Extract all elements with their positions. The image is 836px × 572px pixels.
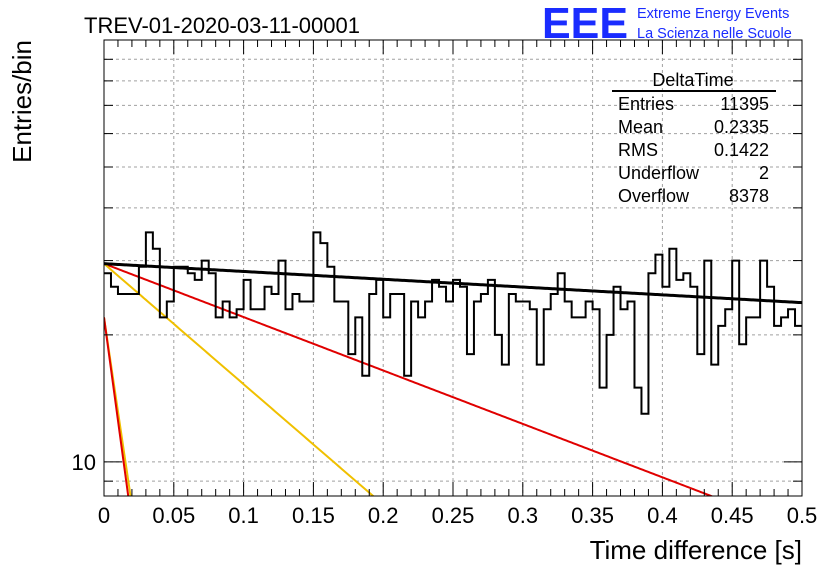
fit-curve-component [104, 317, 130, 496]
y-tick-label: 10 [72, 450, 96, 475]
stats-label-rms: RMS [618, 140, 658, 160]
axis-ticks [103, 40, 803, 496]
x-tick-label: 0 [98, 503, 110, 528]
x-tick-label: 0.5 [787, 503, 818, 528]
x-tick-label: 0.4 [647, 503, 678, 528]
stats-label-entries: Entries [618, 94, 674, 114]
x-tick-label: 0.1 [228, 503, 259, 528]
run-title: TREV-01-2020-03-11-00001 [84, 13, 360, 38]
x-tick-label: 0.25 [432, 503, 475, 528]
stats-label-underflow: Underflow [618, 163, 700, 183]
eee-logo: EEE [542, 0, 628, 48]
stats-value-overflow: 8378 [729, 186, 769, 206]
x-tick-label: 0.15 [292, 503, 335, 528]
logo-caption-line2: La Scienza nelle Scuole [637, 26, 792, 42]
x-tick-label: 0.05 [152, 503, 195, 528]
y-axis-label: Entries/bin [7, 40, 37, 163]
y-tick-labels: 10 [72, 450, 96, 475]
x-axis-label: Time difference [s] [590, 535, 802, 565]
stats-label-mean: Mean [618, 117, 663, 137]
logo-caption-line1: Extreme Energy Events [637, 6, 789, 22]
grid [104, 40, 802, 496]
x-tick-label: 0.45 [711, 503, 754, 528]
stats-value-underflow: 2 [759, 163, 769, 183]
stats-value-rms: 0.1422 [714, 140, 769, 160]
stats-title: DeltaTime [652, 70, 733, 90]
stats-box: DeltaTime Entries 11395 Mean 0.2335 RMS … [612, 70, 776, 206]
stats-value-entries: 11395 [720, 94, 769, 114]
x-tick-label: 0.3 [508, 503, 539, 528]
x-tick-labels: 0 0.05 0.1 0.15 0.2 0.25 0.3 0.35 0.4 0.45 0.5 [98, 503, 817, 528]
x-tick-label: 0.35 [571, 503, 614, 528]
stats-value-mean: 0.2335 [714, 117, 769, 137]
fit-curve-component [104, 262, 715, 496]
x-tick-label: 0.2 [368, 503, 399, 528]
stats-label-overflow: Overflow [618, 186, 690, 206]
histogram-bars [104, 231, 802, 415]
